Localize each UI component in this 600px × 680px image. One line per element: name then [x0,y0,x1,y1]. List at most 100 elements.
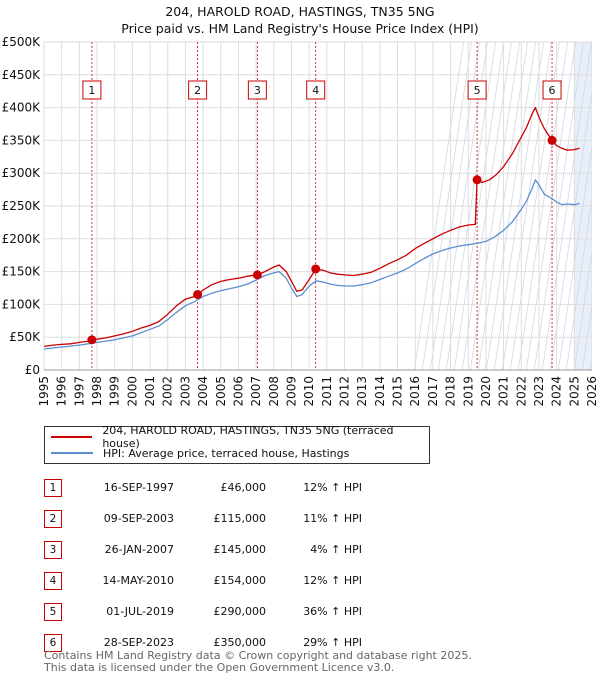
legend-label-hpi: HPI: Average price, terraced house, Hast… [103,446,350,460]
x-tick-label: 2000 [125,376,139,407]
sale-marker-label: 2 [194,84,201,97]
sale-marker-label: 1 [88,84,95,97]
sale-date: 26-JAN-2007 [104,543,174,556]
x-tick-label: 2014 [373,376,387,407]
x-tick-label: 1996 [55,376,69,407]
table-row: 6 28-SEP-2023 £350,000 29% ↑ HPI [44,627,362,658]
table-row: 3 26-JAN-2007 £145,000 4% ↑ HPI [44,534,362,565]
x-tick-label: 2002 [161,376,175,407]
x-tick-label: 2025 [567,376,581,407]
x-tick-label: 2021 [497,376,511,407]
sale-marker-label: 3 [254,84,261,97]
x-tick-label: 2018 [444,376,458,407]
sale-date: 14-MAY-2010 [102,574,174,587]
sale-point [252,270,262,280]
sale-date: 16-SEP-1997 [103,481,174,494]
legend-item-property: 204, HAROLD ROAD, HASTINGS, TN35 5NG (te… [51,424,429,450]
sale-number-badge: 1 [44,478,62,497]
sale-price: £154,000 [213,574,267,587]
x-tick-label: 2015 [391,376,405,407]
sale-marker-box [188,80,208,100]
sale-price: £115,000 [213,512,267,525]
sale-hpi-change: 12% ↑ HPI [303,481,362,494]
sale-hpi-change: 4% ↑ HPI [310,543,362,556]
sale-point [547,135,557,145]
chart-title-line-2: Price paid vs. HM Land Registry's House … [121,21,479,36]
legend-item-hpi: HPI: Average price, terraced house, Hast… [51,445,349,461]
property-price-line [43,106,580,348]
sale-point [87,335,97,345]
sale-marker-box [82,80,102,100]
x-tick-label: 2001 [143,376,157,407]
sale-marker-label: 4 [312,84,319,97]
x-tick-label: 1999 [108,376,122,407]
y-tick-label: £100K [2,297,42,311]
x-tick-label: 2017 [426,376,440,407]
sale-point [311,264,321,274]
x-tick-label: 2023 [532,376,546,407]
table-row: 1 16-SEP-1997 £46,000 12% ↑ HPI [44,472,362,503]
y-tick-label: £350K [2,133,42,147]
footer-attribution: Contains HM Land Registry data © Crown c… [44,650,472,674]
sale-price: £350,000 [213,636,267,649]
sale-hpi-change: 12% ↑ HPI [303,574,362,587]
legend-swatch-property [51,436,93,438]
x-tick-label: 2008 [267,376,281,407]
x-tick-label: 2020 [479,376,493,407]
x-tick-label: 2011 [320,376,334,407]
sale-hpi-change: 36% ↑ HPI [303,605,362,618]
x-tick-label: 2005 [214,376,228,407]
table-row: 5 01-JUL-2019 £290,000 36% ↑ HPI [44,596,362,627]
y-tick-label: £300K [2,166,42,180]
x-tick-label: 2007 [249,376,263,407]
sale-number-badge: 5 [44,602,62,621]
x-tick-label: 2022 [514,376,528,407]
sale-number-badge: 2 [44,509,62,528]
sale-marker-box [306,80,326,100]
sales-table: 1 16-SEP-1997 £46,000 12% ↑ HPI 2 09-SEP… [44,472,362,658]
footer-line-1: Contains HM Land Registry data © Crown c… [44,649,472,662]
x-tick-label: 2004 [196,376,210,407]
future-hatch-line [581,249,600,371]
plot-right-mask [592,40,600,372]
chart-title-line-1: 204, HAROLD ROAD, HASTINGS, TN35 5NG [165,4,435,19]
sale-price: £46,000 [220,481,267,494]
sale-date: 09-SEP-2003 [103,512,174,525]
y-tick-label: £0 [25,363,40,377]
table-row: 2 09-SEP-2003 £115,000 11% ↑ HPI [44,503,362,534]
x-tick-label: 2019 [461,376,475,407]
hpi-line [43,179,580,350]
sale-price: £145,000 [213,543,267,556]
sale-point [472,175,482,185]
sale-marker-box [247,80,267,100]
x-tick-label: 2026 [585,376,599,407]
x-tick-label: 2024 [550,376,564,407]
y-tick-label: £250K [2,199,42,213]
x-tick-label: 2009 [284,376,298,407]
sale-hpi-change: 29% ↑ HPI [303,636,362,649]
price-chart: £0 £50K £100K £150K £200K £250K £300K £350K £400… [2,35,600,407]
y-tick-label: £150K [2,265,42,279]
chart-legend: 204, HAROLD ROAD, HASTINGS, TN35 5NG (te… [44,424,430,464]
x-tick-label: 2010 [302,376,316,407]
x-tick-label: 1995 [37,376,51,407]
y-tick-label: £500K [2,35,42,49]
sale-hpi-change: 11% ↑ HPI [303,512,362,525]
y-tick-label: £400K [2,101,42,115]
x-tick-label: 1998 [90,376,104,407]
x-tick-label: 2012 [338,376,352,407]
sale-marker-label: 5 [474,84,481,97]
x-tick-label: 2013 [355,376,369,407]
sale-date: 01-JUL-2019 [106,605,174,618]
sale-marker-box [467,80,487,100]
legend-label-property: 204, HAROLD ROAD, HASTINGS, TN35 5NG (te… [102,424,394,450]
sale-marker-box [542,80,562,100]
x-tick-label: 2006 [231,376,245,407]
sale-date: 28-SEP-2023 [103,636,174,649]
legend-swatch-hpi [51,452,93,454]
x-tick-label: 1997 [72,376,86,407]
sale-number-badge: 3 [44,540,62,559]
sale-price: £290,000 [213,605,267,618]
sale-point [193,290,203,300]
x-tick-label: 2003 [178,376,192,407]
